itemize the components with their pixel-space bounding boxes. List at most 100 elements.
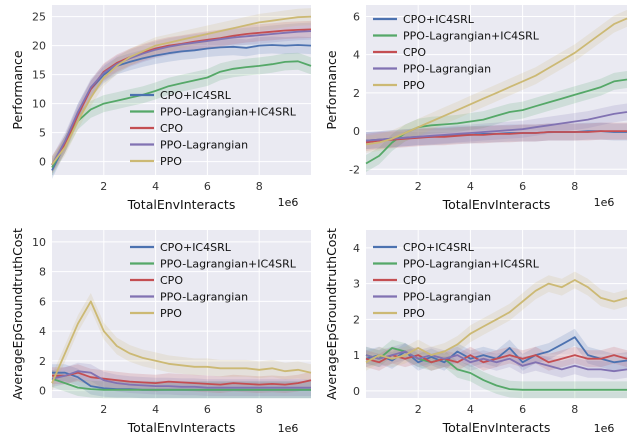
legend-entry: PPO — [403, 307, 425, 320]
legend-entry: CPO — [403, 274, 426, 287]
series-band — [366, 328, 627, 371]
legend-entry: PPO — [160, 307, 182, 320]
series-band — [52, 22, 311, 174]
y-tick-label: 15 — [32, 69, 46, 82]
series-band — [52, 36, 311, 179]
x-axis-exponent: 1e6 — [278, 422, 299, 435]
series-line — [365, 279, 628, 364]
y-tick-label: 4 — [39, 325, 46, 338]
x-tick-label: 6 — [519, 403, 526, 416]
legend-entry: PPO-Lagrangian — [403, 63, 491, 76]
legend-entry: CPO — [160, 274, 183, 287]
legend-entry: CPO — [403, 46, 426, 59]
legend-entry: CPO+IC4SRL — [403, 241, 475, 254]
x-tick-label: 8 — [256, 403, 263, 416]
legend-entry: PPO-Lagrangian — [160, 291, 248, 304]
legend-entry: PPO-Lagrangian+IC4SRL — [160, 258, 297, 271]
series-line — [51, 60, 312, 168]
series-band — [366, 343, 627, 380]
y-axis-label: Performance — [324, 50, 339, 130]
y-tick-label: 5 — [39, 127, 46, 140]
legend-entry: PPO — [160, 155, 182, 168]
panel-bottom-right: 0 1 2 3 4 2 4 6 8 CPO+IC4SRL PPO-Lagrangian+IC4SRL… — [324, 228, 628, 435]
y-axis-label: Performance — [10, 50, 25, 130]
series-line — [51, 377, 311, 391]
panel-top-right: -2 0 2 4 6 2 4 6 8 CPO+IC4SRL PPO-Lagrangian+IC4SR… — [324, 5, 628, 212]
series-band — [52, 8, 311, 174]
y-tick-label: 10 — [32, 236, 46, 249]
x-axis-label: TotalEnvInteracts — [127, 420, 236, 435]
legend-entry: PPO-Lagrangian — [403, 291, 491, 304]
y-tick-label: 2 — [353, 87, 360, 100]
y-tick-label: 0 — [39, 156, 46, 169]
x-tick-label: 6 — [204, 180, 211, 193]
y-tick-label: 4 — [353, 242, 360, 255]
x-tick-label: 8 — [571, 180, 578, 193]
x-axis-exponent: 1e6 — [594, 196, 615, 209]
plot-area — [366, 5, 627, 175]
series-line — [52, 371, 312, 386]
x-axis-exponent: 1e6 — [594, 422, 615, 435]
series-band — [366, 71, 627, 172]
series-line — [51, 15, 312, 166]
series-band — [52, 293, 311, 392]
y-tick-label: 4 — [353, 49, 360, 62]
legend-entry: CPO+IC4SRL — [160, 89, 232, 102]
series-band — [366, 122, 627, 150]
y-tick-label: 8 — [39, 266, 46, 279]
x-tick-label: 4 — [467, 180, 474, 193]
legend-entry: PPO-Lagrangian+IC4SRL — [160, 106, 297, 119]
series-band — [52, 20, 311, 174]
plot-area — [52, 230, 311, 398]
x-tick-label: 2 — [415, 180, 422, 193]
legend-entry: PPO-Lagrangian+IC4SRL — [403, 258, 540, 271]
series-line — [51, 300, 312, 384]
y-tick-label: 6 — [353, 10, 360, 23]
legend-entry: CPO+IC4SRL — [160, 241, 232, 254]
y-tick-label: 0 — [353, 385, 360, 398]
series-line — [365, 350, 628, 373]
y-tick-label: 2 — [39, 355, 46, 368]
x-tick-label: 4 — [152, 180, 159, 193]
series-band — [366, 271, 627, 371]
x-axis-label: TotalEnvInteracts — [127, 197, 236, 212]
series-line — [365, 17, 628, 146]
x-tick-label: 8 — [571, 403, 578, 416]
y-tick-label: 3 — [353, 278, 360, 291]
y-tick-label: 20 — [32, 40, 46, 53]
series-line — [51, 370, 311, 389]
legend-entry: CPO — [160, 122, 183, 135]
legend-entry: PPO-Lagrangian — [160, 139, 248, 152]
y-tick-label: 0 — [353, 125, 360, 138]
y-tick-label: 2 — [353, 313, 360, 326]
legend-entry: PPO-Lagrangian+IC4SRL — [403, 30, 540, 43]
series-band — [52, 364, 311, 393]
x-axis-label: TotalEnvInteracts — [442, 420, 551, 435]
y-tick-label: 25 — [32, 11, 46, 24]
series-line — [365, 354, 628, 364]
y-axis-label: AverageEpGroundtruthCost — [10, 228, 25, 400]
x-axis-label: TotalEnvInteracts — [442, 197, 551, 212]
panel-top-left: 0 5 10 15 20 25 2 4 6 8 CPO+IC4SRL PPO-Lagrangian+I… — [10, 5, 312, 212]
x-tick-label: 2 — [100, 403, 107, 416]
y-tick-label: 10 — [32, 98, 46, 111]
y-axis-label: AverageEpGroundtruthCost — [324, 228, 339, 400]
y-tick-label: 0 — [39, 385, 46, 398]
y-tick-label: 6 — [39, 295, 46, 308]
plot-area — [366, 230, 627, 398]
panel-bottom-left: 0 2 4 6 8 10 2 4 6 8 CPO+IC4SRL PPO-Lagrangian+IC4S… — [10, 228, 312, 435]
y-tick-label: -2 — [349, 163, 360, 176]
legend-entry: CPO+IC4SRL — [403, 13, 475, 26]
x-tick-label: 6 — [204, 403, 211, 416]
x-tick-label: 2 — [100, 180, 107, 193]
y-tick-label: 1 — [353, 349, 360, 362]
x-tick-label: 2 — [415, 403, 422, 416]
legend-entry: PPO — [403, 79, 425, 92]
x-tick-label: 4 — [152, 403, 159, 416]
series-line — [365, 130, 627, 144]
series-band — [366, 122, 627, 151]
x-tick-label: 4 — [467, 403, 474, 416]
series-line — [365, 111, 628, 142]
x-axis-exponent: 1e6 — [278, 196, 299, 209]
